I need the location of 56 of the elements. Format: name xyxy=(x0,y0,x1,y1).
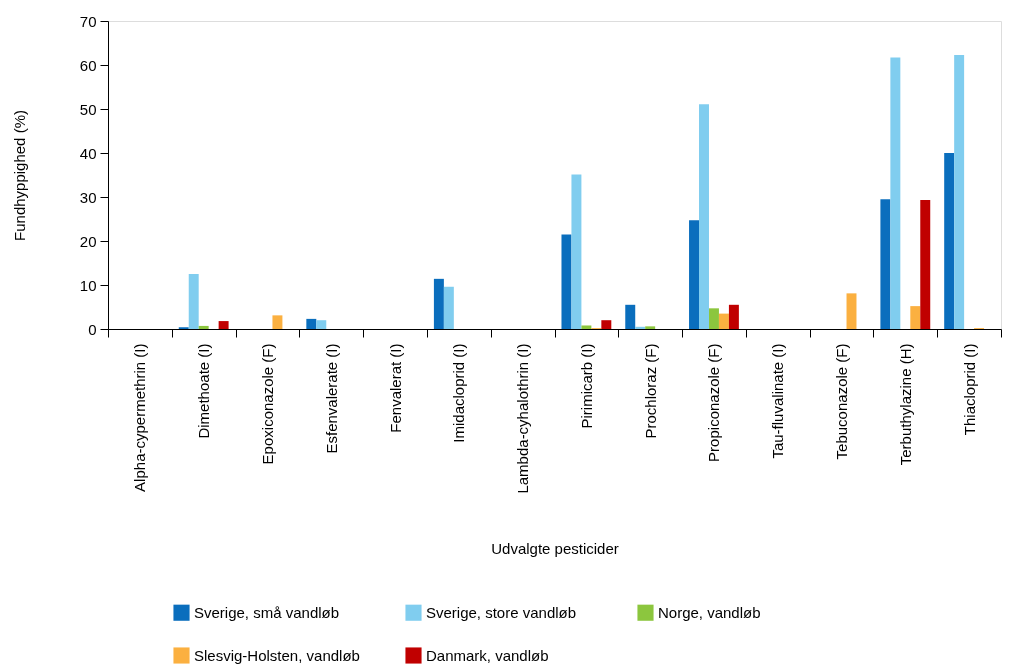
bar xyxy=(890,57,901,329)
x-tick-label: Imidacloprid (I) xyxy=(450,343,468,443)
bar xyxy=(601,320,612,329)
bar xyxy=(718,313,729,329)
x-tick-label: Terbuthylazine (H) xyxy=(896,343,914,466)
bar xyxy=(635,326,646,329)
bar xyxy=(571,174,582,329)
x-tick-label: Lambda-cyhalothrin (I) xyxy=(514,343,532,494)
y-tick-label: 30 xyxy=(79,188,97,206)
bar xyxy=(561,234,572,329)
bar xyxy=(954,54,965,329)
bar xyxy=(581,325,592,329)
x-tick-label: Epoxiconazole (F) xyxy=(258,343,276,465)
bar xyxy=(689,220,700,329)
x-tick-label: Prochloraz (F) xyxy=(641,343,659,439)
bar xyxy=(625,304,636,329)
y-tick-label: 20 xyxy=(79,232,97,250)
x-tick-label: Alpha-cypermethrin (I) xyxy=(131,343,149,492)
bar xyxy=(910,306,921,329)
y-tick-label: 50 xyxy=(79,100,97,118)
x-tick-label: Esfenvalerate (I) xyxy=(322,343,340,454)
legend-label: Danmark, vandløb xyxy=(426,646,549,664)
bar xyxy=(198,325,209,329)
x-tick-label: Pirimicarb (I) xyxy=(577,343,595,429)
bar xyxy=(944,153,955,329)
y-tick-label: 0 xyxy=(88,320,97,338)
bar xyxy=(218,321,229,329)
legend-label: Slesvig-Holsten, vandløb xyxy=(194,646,360,664)
y-tick-label: 10 xyxy=(79,276,97,294)
x-tick-label: Fenvalerat (I) xyxy=(386,343,404,433)
legend-label: Norge, vandløb xyxy=(658,603,761,621)
bar xyxy=(728,304,739,329)
x-tick-label: Tau-fluvalinate (I) xyxy=(769,343,787,459)
bar xyxy=(880,199,891,329)
legend-label: Sverige, store vandløb xyxy=(426,603,577,621)
bar xyxy=(316,320,327,329)
legend-label: Sverige, små vandløb xyxy=(194,603,340,621)
bar xyxy=(920,200,931,329)
y-tick-label: 70 xyxy=(79,12,97,30)
x-axis-title: Udvalgte pesticider xyxy=(491,539,619,557)
bar xyxy=(708,308,719,329)
x-tick-label: Thiacloprid (I) xyxy=(960,343,978,436)
bar xyxy=(188,274,199,329)
x-tick-label: Tebuconazole (F) xyxy=(833,343,851,460)
y-tick-label: 40 xyxy=(79,144,97,162)
bar xyxy=(433,278,444,329)
bar xyxy=(699,104,709,329)
y-axis-title: Fundhyppighed (%) xyxy=(10,110,28,241)
bar xyxy=(272,315,283,329)
bar xyxy=(645,326,656,329)
x-tick-label: Propiconazole (F) xyxy=(705,343,723,462)
bar xyxy=(443,286,454,329)
y-tick-label: 60 xyxy=(79,56,97,74)
bar xyxy=(846,293,857,329)
x-tick-label: Dimethoate (I) xyxy=(195,343,213,439)
bar xyxy=(306,318,317,329)
